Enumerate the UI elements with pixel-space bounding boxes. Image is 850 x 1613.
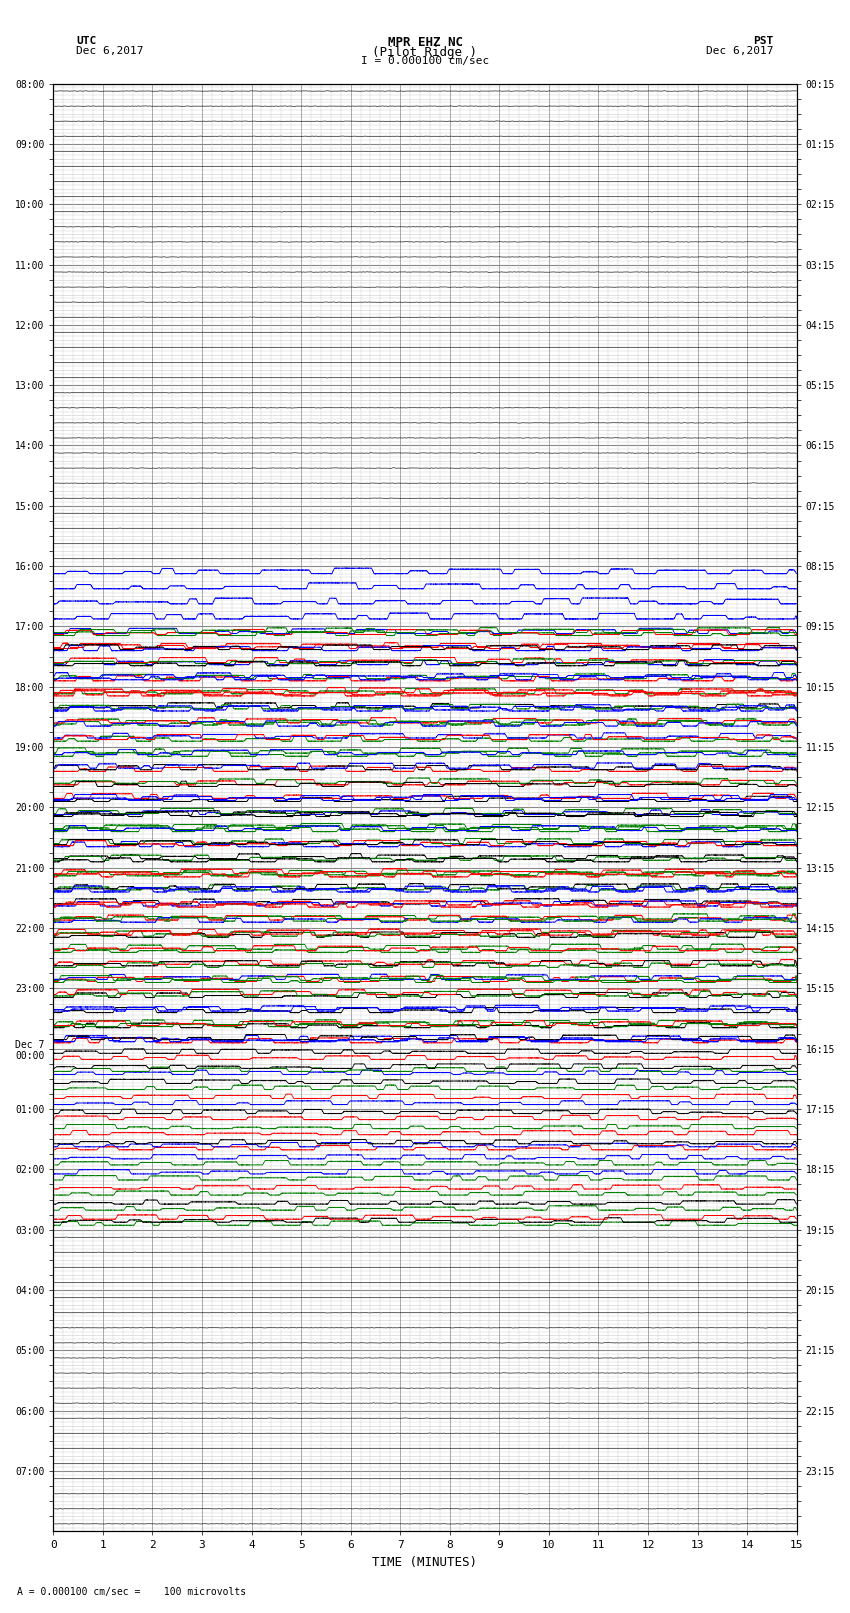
Text: PST: PST bbox=[753, 37, 774, 47]
Text: MPR EHZ NC: MPR EHZ NC bbox=[388, 37, 462, 50]
Text: Dec 6,2017: Dec 6,2017 bbox=[706, 45, 774, 56]
Text: I = 0.000100 cm/sec: I = 0.000100 cm/sec bbox=[361, 56, 489, 66]
Text: (Pilot Ridge ): (Pilot Ridge ) bbox=[372, 45, 478, 60]
X-axis label: TIME (MINUTES): TIME (MINUTES) bbox=[372, 1557, 478, 1569]
Text: Dec 6,2017: Dec 6,2017 bbox=[76, 45, 144, 56]
Text: A = 0.000100 cm/sec =    100 microvolts: A = 0.000100 cm/sec = 100 microvolts bbox=[17, 1587, 246, 1597]
Text: UTC: UTC bbox=[76, 37, 97, 47]
